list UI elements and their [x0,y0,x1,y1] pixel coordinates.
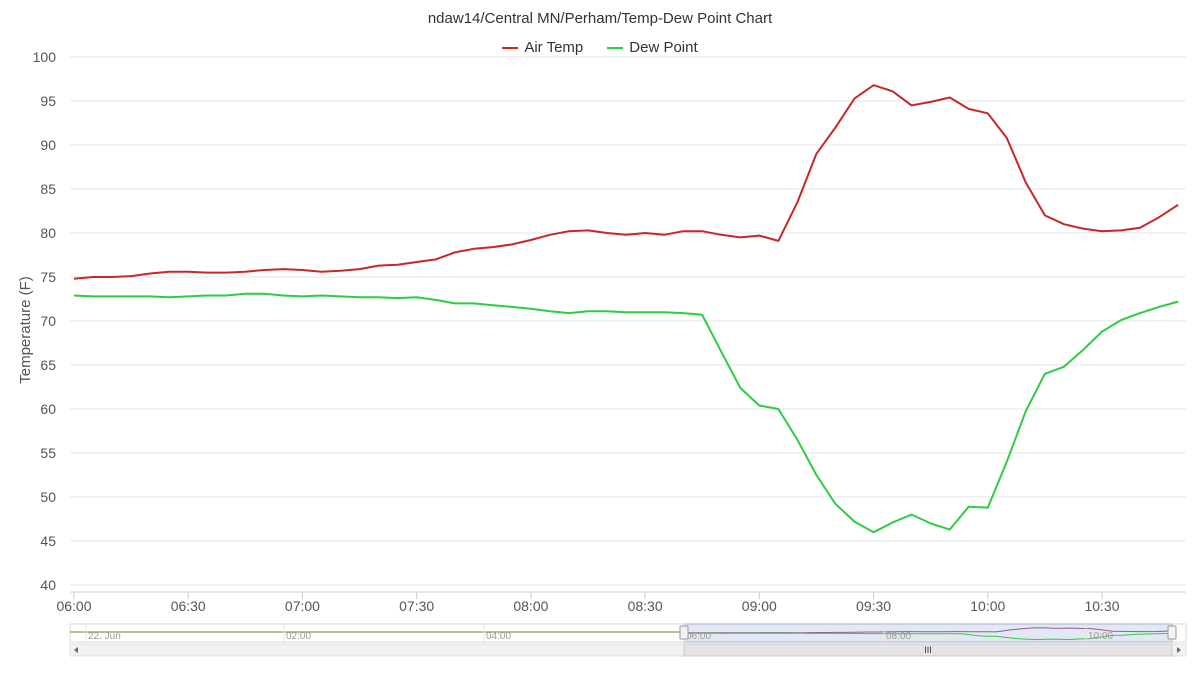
x-tick-label: 10:30 [1084,598,1119,614]
y-tick-label: 45 [40,533,56,549]
navigator-label: 02:00 [286,631,311,642]
scroll-right-arrow-icon[interactable] [1177,647,1181,653]
y-tick-label: 90 [40,137,56,153]
series-line-dew-point [73,292,1179,534]
y-tick-label: 60 [40,401,56,417]
scroll-left-arrow-icon[interactable] [74,647,78,653]
x-tick-label: 08:30 [628,598,663,614]
x-tick-label: 06:00 [56,598,91,614]
y-tick-label: 65 [40,357,56,373]
legend-item-dew-point[interactable]: Dew Point [607,39,698,56]
x-tick-label: 07:00 [285,598,320,614]
y-tick-label: 85 [40,181,56,197]
navigator-line-dew-point [684,632,1173,641]
x-tick-label: 06:30 [171,598,206,614]
y-axis-title: Temperature (F) [17,276,34,384]
legend-item-air-temp[interactable]: Air Temp [502,39,583,56]
y-tick-label: 95 [40,93,56,109]
legend-swatch-air-temp [502,46,519,49]
y-tick-label: 75 [40,269,56,285]
x-tick-label: 07:30 [399,598,434,614]
scrollbar-grip[interactable]: III [924,645,932,655]
legend: Air Temp Dew Point [0,39,1200,56]
y-tick-label: 70 [40,313,56,329]
x-tick-label: 09:00 [742,598,777,614]
navigator-label: 22. Jun [88,631,121,642]
x-tick-label: 10:00 [970,598,1005,614]
navigator-line-air-temp [683,627,1173,634]
y-tick-label: 80 [40,225,56,241]
navigator-label: 08:00 [886,631,911,642]
navigator-label: 06:00 [686,631,711,642]
x-tick-label: 09:30 [856,598,891,614]
navigator-handle-right[interactable] [1167,625,1177,640]
navigator-label: 04:00 [486,631,511,642]
legend-swatch-dew-point [607,46,624,49]
y-tick-label: 50 [40,489,56,505]
navigator-handle-left[interactable] [679,625,689,640]
x-tick-label: 08:00 [513,598,548,614]
chart-title: ndaw14/Central MN/Perham/Temp-Dew Point … [427,10,773,27]
y-tick-label: 40 [40,577,56,593]
navigator-frame [69,623,1187,643]
legend-label-air-temp: Air Temp [524,39,584,56]
scrollbar-thumb[interactable] [683,643,1173,657]
y-tick-label: 100 [33,49,57,65]
series-line-air-temp [73,84,1179,280]
y-tick-label: 55 [40,445,56,461]
legend-label-dew-point: Dew Point [629,39,698,56]
navigator-label: 10:00 [1088,631,1113,642]
